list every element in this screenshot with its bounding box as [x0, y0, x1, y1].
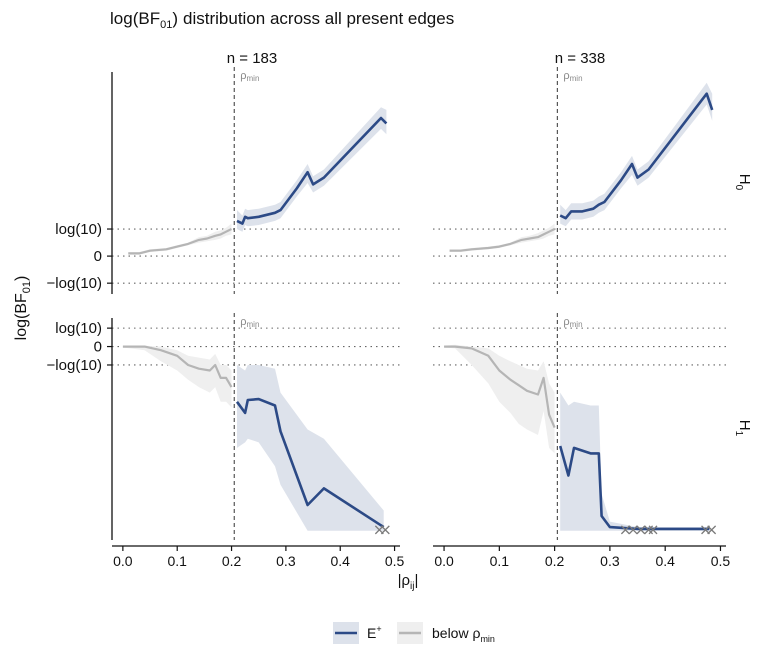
y-tick-label: 0 [94, 248, 102, 265]
rho-min-label-sub: min [570, 74, 583, 83]
rho-min-label-base: ρ [563, 70, 569, 82]
row-label-h0: H0 [733, 174, 753, 191]
x-marker [380, 525, 390, 535]
x-marker [707, 525, 717, 535]
xlabel-suffix: | [414, 572, 418, 589]
title-close-paren: ) [172, 9, 178, 28]
title-suffix: distribution across all present edges [183, 9, 454, 28]
panel-r1-c0: ρmin log(10) 0−log(10) 0.0 0.1 0.2 0.3 0.4 0.5 [47, 313, 405, 569]
rho-min-label: ρmin [563, 316, 582, 329]
y-tick-label: log(10) [55, 221, 102, 238]
row-label-h1-base: H [736, 420, 753, 431]
title-prefix: log [110, 9, 133, 28]
eplus-series-line [559, 92, 714, 220]
rho-min-label: ρmin [563, 70, 582, 83]
xlabel-subscript: ij [410, 581, 414, 592]
ylabel-open-paren: ( [13, 313, 30, 319]
xlabel-base: |ρ [398, 572, 410, 589]
below-series-line [122, 345, 233, 388]
eplus-band [560, 82, 713, 227]
eplus-band [237, 365, 384, 531]
x-tick-label: 0.5 [711, 553, 731, 569]
eplus-band [237, 107, 387, 232]
y-axis-title: log(BF01) [13, 276, 33, 341]
col-header-2: n = 338 [555, 50, 605, 67]
eplus-band [560, 392, 710, 531]
ylabel-base: BF [13, 293, 30, 314]
row-label-h1: H1 [733, 420, 753, 437]
x-marker [620, 525, 630, 535]
below-series-line [444, 345, 556, 429]
title-open-paren: ( [133, 9, 139, 28]
ylabel-prefix: log [13, 319, 30, 340]
panel-r0-c1: ρmin [433, 67, 726, 294]
y-tick-label: −log(10) [47, 357, 102, 374]
rho-min-label-base: ρ [240, 316, 246, 328]
x-tick-label: 0.3 [600, 553, 620, 569]
below-series-line [128, 228, 232, 255]
ylabel-subscript: 01 [21, 281, 33, 293]
x-tick-label: 0.0 [113, 553, 133, 569]
x-tick-label: 0.5 [385, 553, 405, 569]
x-tick-label: 0.4 [655, 553, 675, 569]
panels: ρminlog(10)0−log(10)ρminρminlog(10)0−log… [47, 67, 730, 569]
x-tick-label: 0.0 [434, 553, 454, 569]
rho-min-label-sub: min [247, 74, 260, 83]
y-tick-label: log(10) [55, 320, 102, 337]
chart-title: log(BF01) distribution across all present… [110, 9, 454, 31]
x-marker [628, 525, 638, 535]
rho-min-label: ρmin [240, 70, 259, 83]
x-tick-label: 0.3 [276, 553, 296, 569]
legend: E+ below ρmin [333, 622, 495, 644]
row-label-h0-sub: 0 [733, 185, 744, 191]
legend-eplus-sup: + [376, 624, 381, 634]
rho-min-label-sub: min [247, 320, 260, 329]
legend-eplus-base: E [367, 625, 376, 641]
rho-min-label: ρmin [240, 316, 259, 329]
y-tick-label: 0 [94, 339, 102, 356]
y-tick-label: −log(10) [47, 275, 102, 292]
panel-r1-c1: ρmin 0.0 0.1 0.2 0.3 0.4 0.5 [433, 313, 730, 569]
ylabel-close-paren: ) [13, 276, 30, 281]
row-label-h1-sub: 1 [733, 431, 744, 437]
eplus-series-line [235, 397, 385, 529]
row-label-h0-base: H [736, 174, 753, 185]
x-tick-label: 0.1 [490, 553, 510, 569]
x-tick-label: 0.2 [222, 553, 242, 569]
legend-label-eplus: E+ [367, 624, 382, 641]
legend-below-base: below ρ [432, 625, 480, 641]
col-header-1: n = 183 [227, 50, 277, 67]
x-tick-label: 0.4 [330, 553, 350, 569]
rho-min-label-sub: min [570, 320, 583, 329]
below-band [444, 344, 555, 454]
below-band [128, 223, 232, 255]
below-series-line [449, 228, 556, 252]
eplus-series-line [558, 445, 710, 531]
x-axis-title: |ρij| [398, 572, 419, 592]
title-subscript: 01 [160, 19, 172, 31]
x-marker [636, 525, 646, 535]
x-tick-label: 0.1 [167, 553, 187, 569]
rho-min-label-base: ρ [563, 316, 569, 328]
x-marker [648, 525, 658, 535]
below-band [122, 345, 232, 408]
title-base: BF [138, 9, 160, 28]
eplus-series-line [236, 116, 388, 225]
x-tick-label: 0.2 [545, 553, 565, 569]
legend-below-sub: min [480, 634, 495, 644]
legend-label-below: below ρmin [432, 625, 495, 644]
rho-min-label-base: ρ [240, 70, 246, 82]
panel-r0-c0: ρmin log(10) 0 −log(10) [47, 67, 400, 294]
